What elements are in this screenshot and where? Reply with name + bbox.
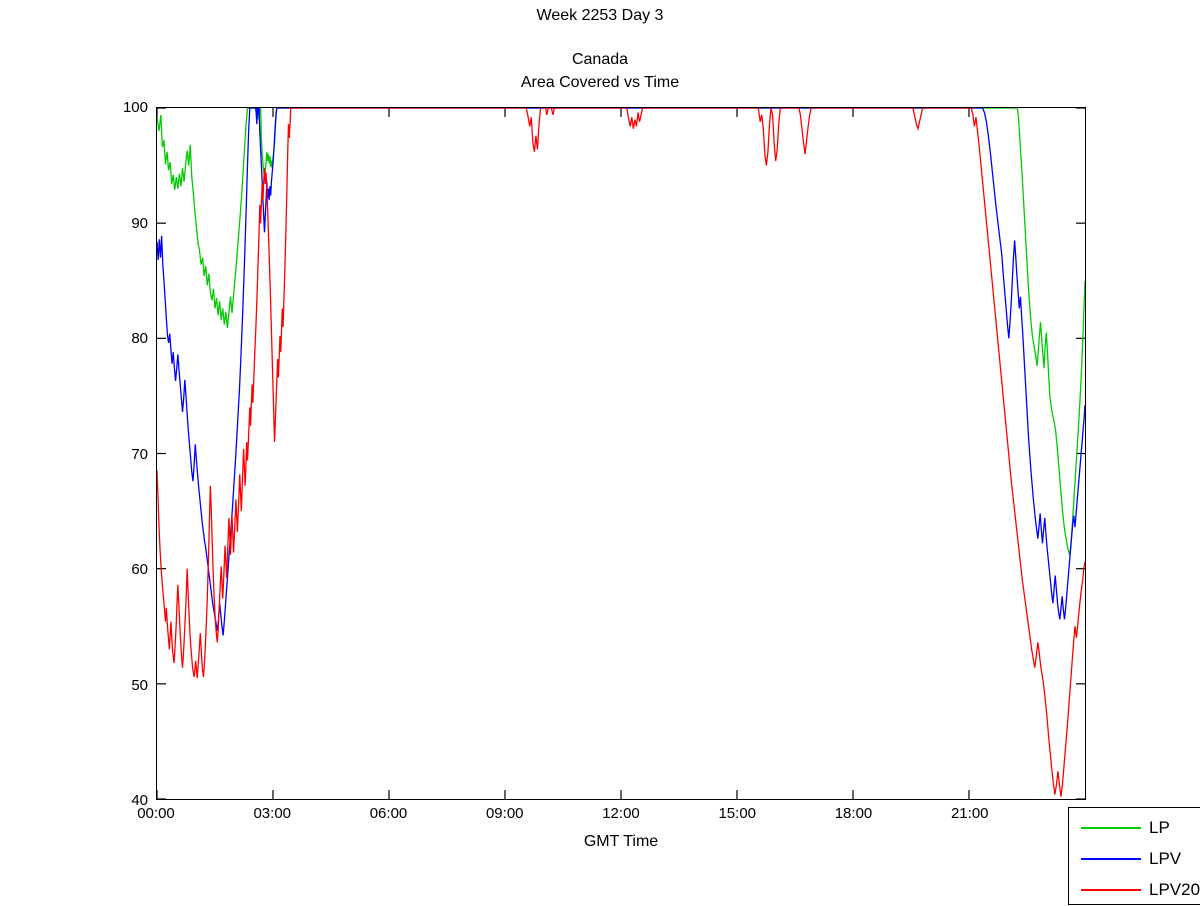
x-tick-label: 21:00 — [950, 805, 989, 822]
axes-title-line2: Area Covered vs Time — [520, 74, 680, 91]
axis-ticks — [157, 108, 1085, 799]
x-axis-label: GMT Time — [583, 833, 659, 850]
series-line-lp — [157, 108, 1085, 556]
legend-label: LPV — [1149, 849, 1182, 868]
y-tick-label: 50 — [131, 676, 148, 694]
y-tick-label: 100 — [122, 99, 148, 116]
legend-label: LP — [1149, 818, 1170, 837]
plot-area: LP LPV LPV200 — [156, 107, 1200, 905]
y-tick-label: 70 — [131, 445, 148, 463]
y-tick-label: 60 — [131, 561, 148, 578]
legend-item-lp[interactable]: LP — [1069, 812, 1200, 844]
legend-item-lpv[interactable]: LPV — [1069, 843, 1200, 875]
y-tick-label: 90 — [131, 214, 148, 232]
figure-supertitle: Week 2253 Day 3 — [536, 7, 664, 24]
x-tick-label: 06:00 — [369, 805, 408, 822]
series-line-lpv200 — [157, 108, 1085, 797]
x-tick-label: 12:00 — [602, 805, 640, 822]
legend-swatch-lpv200 — [1081, 889, 1141, 891]
axes-title: Canada Area Covered vs Time — [0, 48, 1200, 94]
legend-box[interactable]: LP LPV LPV200 — [1068, 807, 1200, 905]
series-line-lpv — [157, 108, 1085, 636]
series-group — [157, 108, 1085, 797]
x-tick-label: 15:00 — [718, 805, 757, 822]
axes-title-line1: Canada — [571, 51, 629, 68]
legend-item-lpv200[interactable]: LPV200 — [1069, 874, 1200, 906]
legend-label: LPV200 — [1149, 880, 1200, 899]
legend-swatch-lpv — [1081, 858, 1141, 860]
y-tick-label: 40 — [131, 792, 148, 809]
x-tick-label: 09:00 — [485, 805, 524, 822]
data-traces — [157, 108, 1085, 799]
x-tick-label: 18:00 — [834, 805, 873, 822]
y-tick-label: 80 — [131, 330, 148, 347]
x-tick-label: 03:00 — [253, 805, 292, 822]
legend-swatch-lp — [1081, 827, 1141, 829]
x-tick-label: 00:00 — [137, 805, 175, 822]
